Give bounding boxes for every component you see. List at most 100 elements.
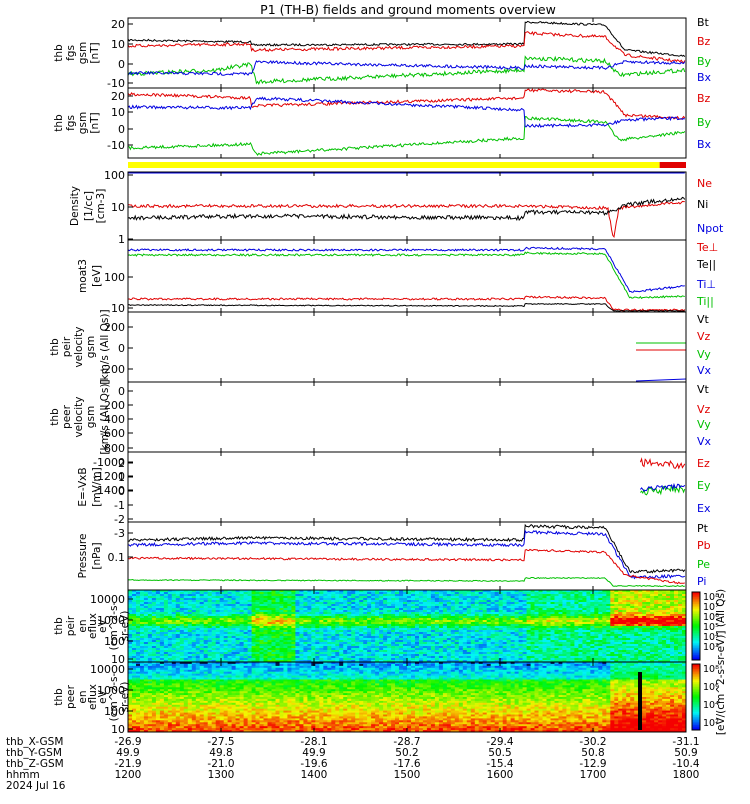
y-axis-label: gsm — [77, 112, 89, 134]
y-tick-label: 1 — [118, 471, 125, 484]
series-3-0 — [128, 296, 685, 311]
legend-Ez: Ez — [697, 457, 710, 470]
legend-Ti||: Ti|| — [696, 295, 714, 308]
y-tick-label: 0 — [118, 123, 125, 136]
panel-frame — [128, 382, 686, 452]
series-0-3 — [128, 61, 685, 75]
y-axis-label: thb — [53, 617, 65, 635]
y-tick-label: 100 — [104, 169, 125, 182]
legend-Ex: Ex — [697, 502, 711, 515]
y-tick-label: -2 — [114, 513, 125, 526]
y-tick-label: 10 — [111, 201, 125, 214]
panel-frame — [128, 18, 686, 88]
series-3-1 — [128, 304, 685, 312]
legend-Pe: Pe — [697, 558, 710, 571]
legend-Vt: Vt — [697, 383, 710, 396]
series-0-2 — [128, 57, 685, 84]
legend-Vt: Vt — [697, 313, 710, 326]
panel-frame — [128, 88, 686, 158]
legend-Vx: Vx — [697, 435, 712, 448]
series-0-0 — [128, 21, 685, 56]
legend-By: By — [697, 55, 712, 68]
legend-Bt: Bt — [697, 16, 710, 29]
y-axis-label: thb — [53, 44, 65, 62]
x-axis-table: thb_X-GSM-26.9-27.5-28.1-28.7-29.4-30.2-… — [6, 736, 700, 792]
y-axis-label: [nT] — [89, 112, 101, 133]
y-axis-label: peir — [61, 336, 73, 357]
y-axis-label: thb — [49, 408, 61, 426]
y-axis-label: [eV] — [91, 265, 103, 287]
y-axis-label: sr-eV) — [119, 611, 131, 642]
legend-Bx: Bx — [697, 71, 712, 84]
legend-Pi: Pi — [697, 575, 706, 588]
legend-Te||: Te|| — [696, 258, 716, 271]
y-tick-label: 10 — [111, 106, 125, 119]
series-7-pe — [128, 578, 685, 587]
colorbar-label: [eV/(cm^2-s-sr-eV)] (All Qs) — [715, 589, 727, 735]
legend-Bz: Bz — [697, 92, 711, 105]
y-tick-label: 20 — [111, 90, 125, 103]
panel-frame — [128, 312, 686, 382]
legend-Te⊥: Te⊥ — [696, 241, 718, 254]
panel-frame — [128, 452, 686, 522]
y-tick-label: 0 — [118, 342, 125, 355]
y-tick-label: -1 — [114, 499, 125, 512]
legend-Vy: Vy — [697, 418, 711, 431]
panel-6: 210-1-2-3 E=-VxB[mV/m] Ez Ey Ex — [77, 452, 711, 540]
legend-Ni: Ni — [697, 198, 708, 211]
x-tick-value: 1600 — [487, 769, 514, 781]
series-1-1 — [128, 117, 685, 156]
legend-Ne: Ne — [697, 177, 712, 190]
y-axis-label: Pressure — [77, 534, 89, 579]
data-gap — [638, 672, 642, 730]
legend-Pb: Pb — [697, 539, 711, 552]
y-tick-label: 10 — [111, 38, 125, 51]
y-tick-label: -10 — [107, 77, 125, 90]
y-tick-label: 100 — [104, 271, 125, 284]
y-axis-label: velocity — [73, 326, 85, 367]
y-axis-label: velocity — [73, 396, 85, 437]
y-tick-label: -3 — [114, 527, 125, 540]
x-tick-value: 1200 — [115, 769, 142, 781]
panel-frame — [128, 240, 686, 312]
legend-Npot: Npot — [697, 222, 724, 235]
series-0-1 — [128, 32, 685, 63]
legend-Ey: Ey — [697, 479, 711, 492]
x-tick-value: 1700 — [580, 769, 607, 781]
legend-Vz: Vz — [697, 330, 711, 343]
series-2-0 — [128, 201, 685, 236]
date-label: 2024 Jul 16 — [6, 780, 66, 792]
y-axis-label: [cm-3] — [95, 189, 107, 224]
x-tick-value: 1500 — [394, 769, 421, 781]
y-tick-label: 2 — [118, 457, 125, 470]
y-tick-label: 0 — [118, 485, 125, 498]
series-3-3 — [128, 252, 685, 298]
series-6-ez — [640, 459, 684, 468]
y-axis-label: [1/cc] — [83, 191, 95, 221]
y-tick-label: 0 — [118, 58, 125, 71]
legend-Ti⊥: Ti⊥ — [696, 278, 716, 291]
y-axis-label: [km/s (All Qs)] — [99, 309, 111, 384]
y-axis-label: E=-VxB — [77, 467, 89, 506]
y-axis-label: [mV/m] — [91, 467, 103, 506]
mode-bar-segment-0 — [128, 162, 660, 168]
legend-Pt: Pt — [697, 522, 709, 535]
y-tick-label: 0.1 — [108, 551, 126, 564]
y-tick-label: 10 — [111, 302, 125, 315]
y-axis-label: peer — [61, 404, 73, 429]
y-axis-label: fgs — [65, 45, 77, 61]
legend-Vz: Vz — [697, 403, 711, 416]
legend-Vy: Vy — [697, 348, 711, 361]
series-4-vx — [636, 379, 686, 381]
legend-Bx: Bx — [697, 138, 712, 151]
y-axis-label: gsm — [77, 42, 89, 64]
